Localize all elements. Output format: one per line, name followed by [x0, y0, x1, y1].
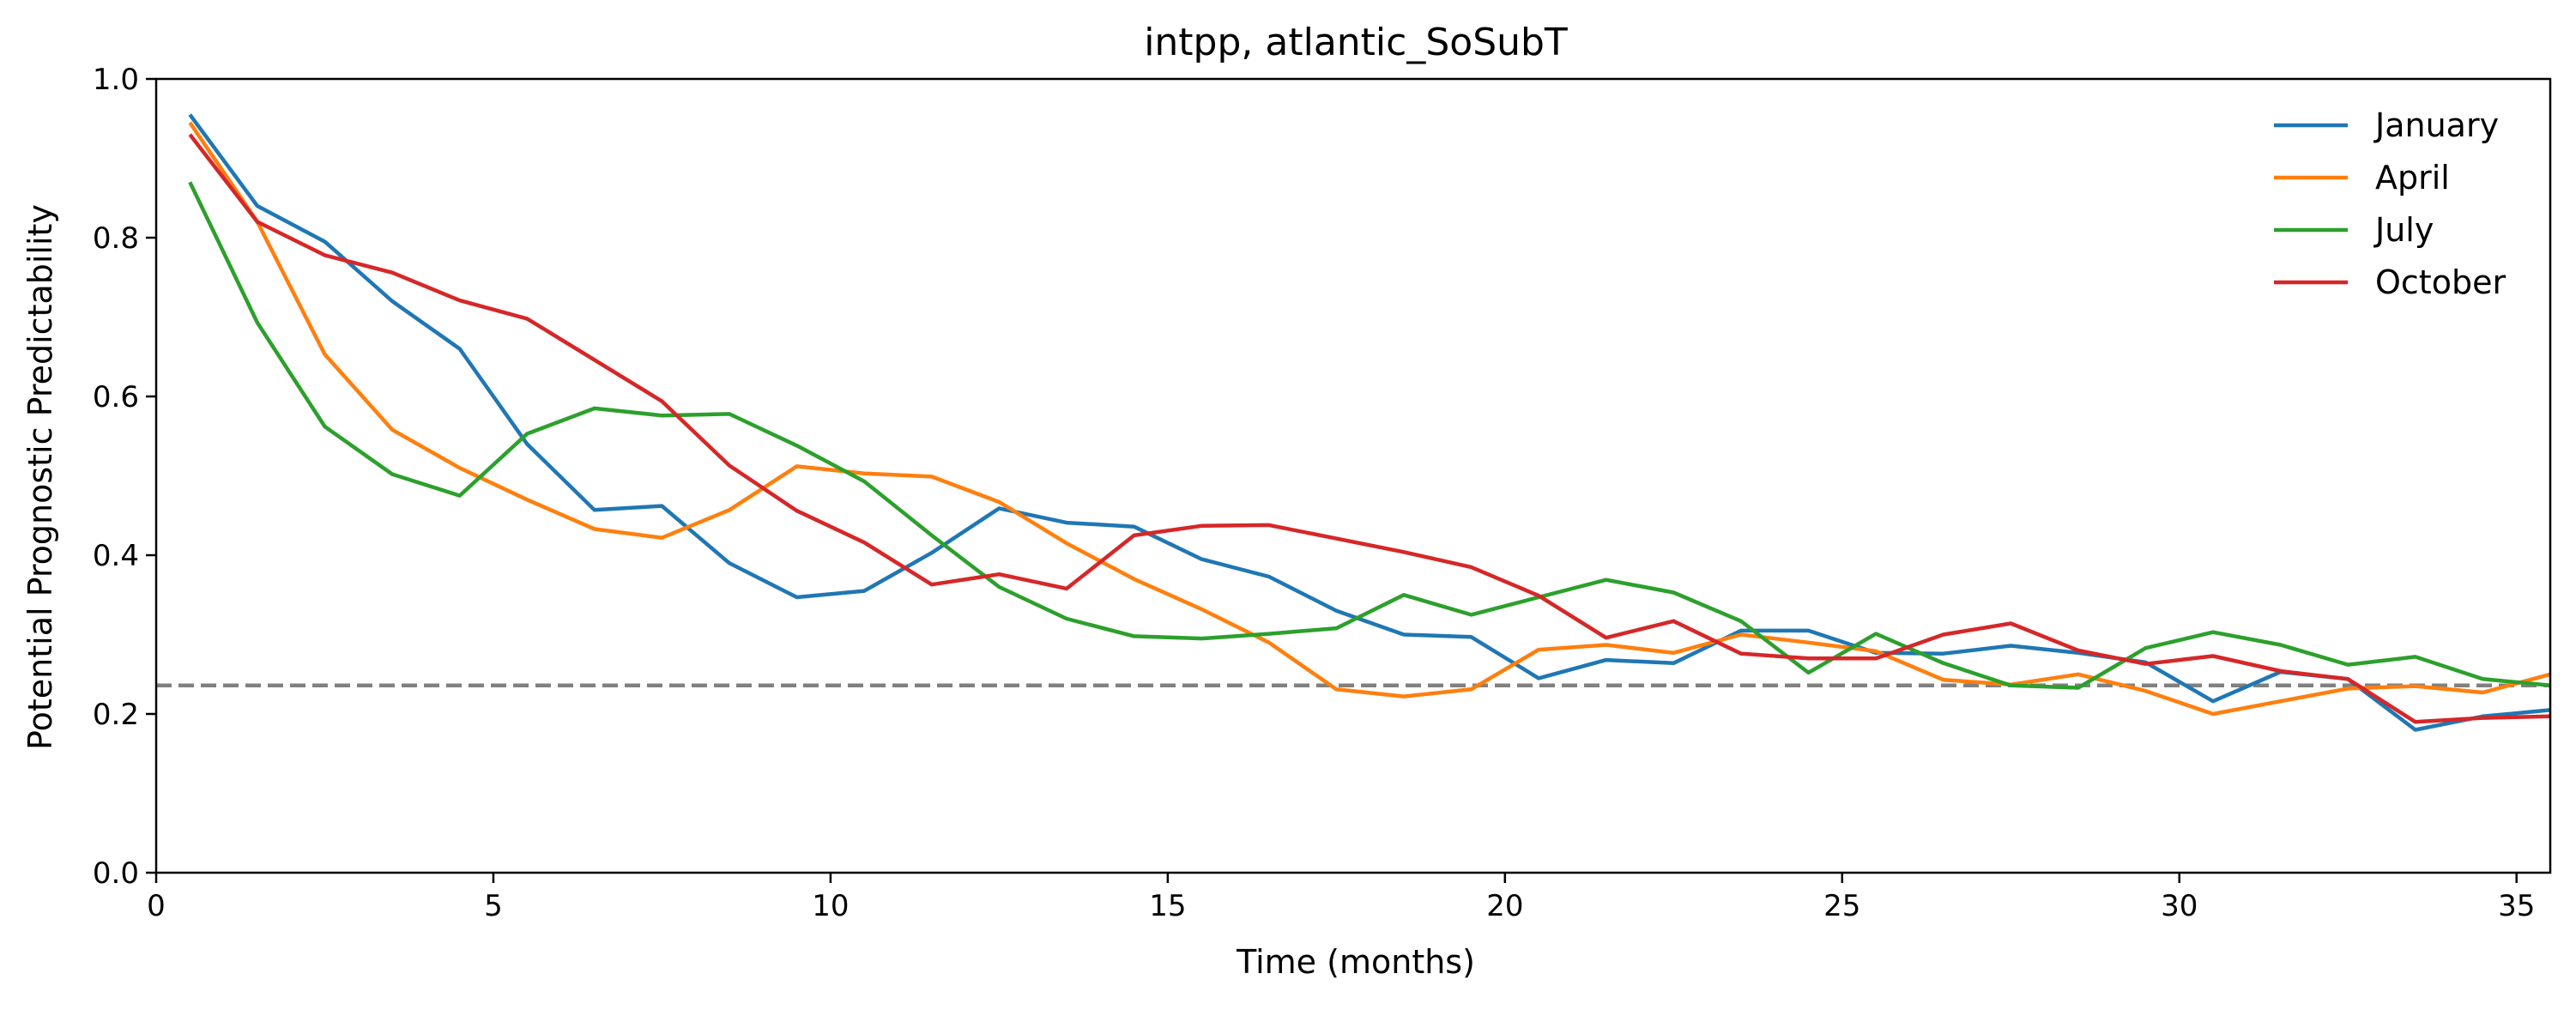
- y-tick-label: 0.6: [93, 380, 139, 414]
- series-line-april: [188, 121, 2551, 717]
- series-line-january: [188, 113, 2551, 732]
- x-tick-label: 0: [147, 889, 166, 923]
- plot-area-frame: [154, 77, 2552, 874]
- series-layer: [188, 113, 2551, 732]
- legend-label-april: April: [2375, 159, 2450, 197]
- y-tick-label: 0.4: [93, 539, 139, 573]
- ticks-layer: 0 5 10 15 20 25 30 35 0.0 0.2 0.4 0.6 0.8 1.0: [93, 63, 2535, 923]
- y-tick-label: 0.0: [93, 856, 139, 891]
- chart-title: intpp, atlantic_SoSubT: [1144, 21, 1568, 64]
- legend: January April July October: [2274, 106, 2506, 301]
- y-tick-label: 0.2: [93, 698, 139, 732]
- y-axis-label: Potential Prognostic Predictability: [21, 204, 59, 750]
- x-tick-label: 25: [1823, 889, 1860, 923]
- legend-label-january: January: [2373, 106, 2499, 144]
- x-tick-label: 20: [1486, 889, 1523, 923]
- x-tick-label: 35: [2498, 889, 2535, 923]
- series-line-october: [188, 133, 2551, 724]
- y-tick-label: 1.0: [93, 63, 139, 97]
- legend-label-july: July: [2373, 211, 2434, 249]
- x-tick-label: 5: [484, 889, 503, 923]
- legend-label-october: October: [2375, 263, 2506, 301]
- x-tick-label: 15: [1149, 889, 1186, 923]
- series-line-july: [188, 181, 2551, 690]
- x-axis-label: Time (months): [1236, 943, 1475, 981]
- x-tick-label: 10: [812, 889, 849, 923]
- y-tick-label: 0.8: [93, 221, 139, 256]
- x-tick-label: 30: [2161, 889, 2198, 923]
